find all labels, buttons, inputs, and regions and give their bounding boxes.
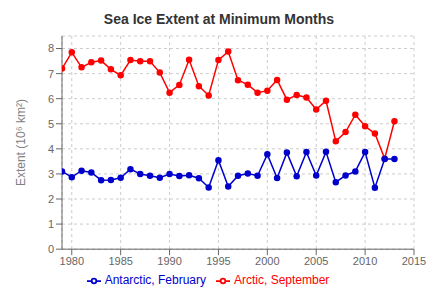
svg-text:1985: 1985	[108, 255, 132, 267]
svg-text:2: 2	[48, 193, 54, 205]
html-text:Antarctic, February: Antarctic, February	[104, 273, 206, 288]
svg-text:3: 3	[48, 168, 54, 180]
svg-text:2000: 2000	[255, 255, 279, 267]
svg-text:1990: 1990	[157, 255, 181, 267]
svg-text:7: 7	[48, 68, 54, 80]
svg-text:6: 6	[48, 93, 54, 105]
svg-text:8: 8	[48, 42, 54, 54]
svg-text:5: 5	[48, 118, 54, 130]
svg-text:2015: 2015	[402, 255, 426, 267]
svg-text:Extent (10⁶ km²): Extent (10⁶ km²)	[14, 99, 28, 186]
svg-text:2005: 2005	[304, 255, 328, 267]
html-text:Arctic, September: Arctic, September	[234, 273, 330, 288]
svg-text:1995: 1995	[206, 255, 230, 267]
svg-text:2010: 2010	[353, 255, 377, 267]
html-text:Sea Ice Extent at Minimum Mont: Sea Ice Extent at Minimum Months	[103, 11, 335, 27]
svg-text:1980: 1980	[60, 255, 84, 267]
svg-text:4: 4	[48, 143, 54, 155]
svg-text:0: 0	[48, 243, 54, 255]
svg-text:1: 1	[48, 218, 54, 230]
